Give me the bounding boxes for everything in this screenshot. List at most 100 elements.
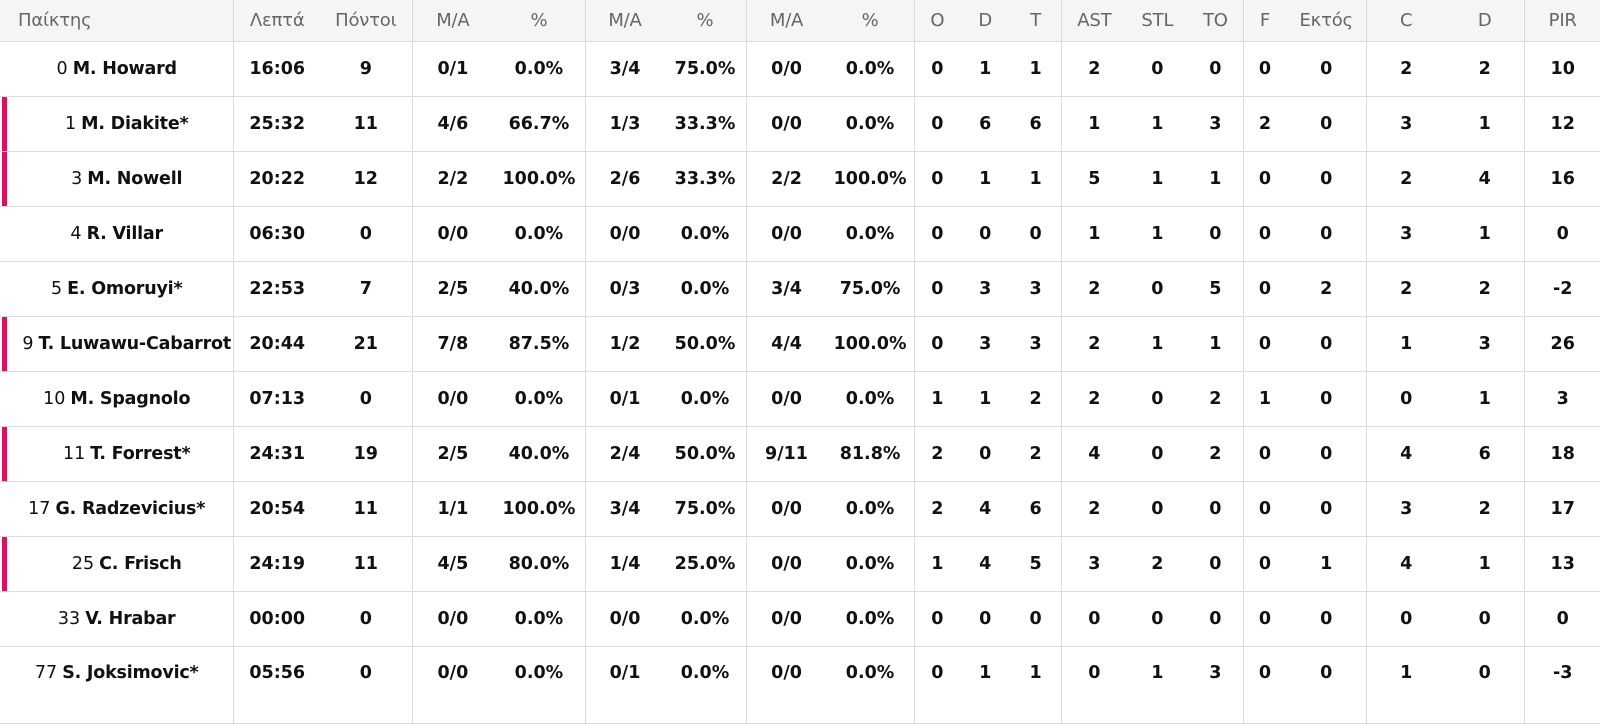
table-row[interactable]: 5 E. Omoruyi* 22:53 7 2/5 40.0% 0/3 0.0% 3/4 75.0… bbox=[0, 261, 1600, 317]
col-header-pir[interactable]: PIR bbox=[1524, 0, 1600, 42]
player-name-link[interactable]: T. Luwawu-Cabarrot bbox=[38, 334, 232, 354]
col-header-total-rebounds[interactable]: T bbox=[1010, 0, 1062, 42]
player-name-link[interactable]: S. Joksimovic* bbox=[62, 663, 199, 683]
cell-off-rebounds: 0 bbox=[914, 41, 960, 97]
cell-fg3-made-attempted: 1/4 bbox=[585, 536, 665, 592]
cell-blocks-c: 4 bbox=[1366, 426, 1445, 482]
cell-fg3-made-attempted: 0/0 bbox=[585, 591, 665, 647]
col-header-off-rebounds[interactable]: O bbox=[914, 0, 960, 42]
col-header-ft-made-attempted[interactable]: Μ/Α bbox=[746, 0, 827, 42]
cell-turnovers: 3 bbox=[1187, 646, 1244, 724]
cell-fouls: 0 bbox=[1243, 206, 1286, 262]
table-row[interactable]: 4 R. Villar 06:30 0 0/0 0.0% 0/0 0.0% 0/0 0.0% 0 0 0… bbox=[0, 206, 1600, 262]
player-name-link[interactable]: T. Forrest* bbox=[90, 444, 191, 464]
cell-turnovers: 2 bbox=[1187, 426, 1244, 482]
cell-minutes: 20:44 bbox=[233, 316, 320, 372]
cell-blocks-c: 4 bbox=[1366, 536, 1445, 592]
col-header-minutes[interactable]: Λεπτά bbox=[233, 0, 320, 42]
table-row[interactable]: 1 M. Diakite* 25:32 11 4/6 66.7% 1/3 33.3% 0/0 0.… bbox=[0, 96, 1600, 152]
cell-turnovers: 1 bbox=[1187, 151, 1244, 207]
player-name-link[interactable]: M. Nowell bbox=[87, 169, 183, 189]
cell-total-rebounds: 0 bbox=[1010, 206, 1062, 262]
col-header-def-rebounds[interactable]: D bbox=[959, 0, 1011, 42]
table-row[interactable]: 11 T. Forrest* 24:31 19 2/5 40.0% 2/4 50.0% 9/11… bbox=[0, 426, 1600, 482]
cell-minutes: 20:22 bbox=[233, 151, 320, 207]
cell-pir: 0 bbox=[1524, 591, 1600, 647]
cell-turnovers: 0 bbox=[1187, 206, 1244, 262]
cell-blocks-c: 1 bbox=[1366, 316, 1445, 372]
cell-fouls-drawn: 1 bbox=[1285, 536, 1368, 592]
player-name-link[interactable]: M. Spagnolo bbox=[70, 389, 191, 409]
player-number: 4 bbox=[70, 224, 82, 244]
col-header-ft-pct[interactable]: % bbox=[826, 0, 915, 42]
cell-minutes: 24:31 bbox=[233, 426, 320, 482]
cell-fouls: 0 bbox=[1243, 151, 1286, 207]
player-name-link[interactable]: R. Villar bbox=[86, 224, 164, 244]
cell-def-rebounds: 6 bbox=[959, 96, 1011, 152]
cell-assists: 2 bbox=[1061, 371, 1127, 427]
cell-total-rebounds: 1 bbox=[1010, 41, 1062, 97]
table-row[interactable]: 0 M. Howard 16:06 9 0/1 0.0% 3/4 75.0% 0/0 0.0% 0 1… bbox=[0, 41, 1600, 97]
cell-ft-made-attempted: 0/0 bbox=[746, 206, 827, 262]
table-row[interactable]: 17 G. Radzevicius* 20:54 11 1/1 100.0% 3/4 75.0… bbox=[0, 481, 1600, 537]
cell-assists: 5 bbox=[1061, 151, 1127, 207]
cell-minutes: 05:56 bbox=[233, 646, 320, 724]
col-header-fg3-pct[interactable]: % bbox=[664, 0, 747, 42]
table-row[interactable]: 33 V. Hrabar 00:00 0 0/0 0.0% 0/0 0.0% 0/0 0.0% 0 0… bbox=[0, 591, 1600, 647]
cell-fg3-made-attempted: 0/3 bbox=[585, 261, 665, 317]
cell-points: 9 bbox=[319, 41, 413, 97]
col-header-blocks-d[interactable]: D bbox=[1444, 0, 1526, 42]
player-name-link[interactable]: G. Radzevicius* bbox=[55, 499, 206, 519]
cell-pir: 17 bbox=[1524, 481, 1600, 537]
cell-def-rebounds: 0 bbox=[959, 426, 1011, 482]
player-name-link[interactable]: E. Omoruyi* bbox=[67, 279, 183, 299]
player-number: 0 bbox=[56, 59, 68, 79]
table-row[interactable]: 9 T. Luwawu-Cabarrot 20:44 21 7/8 87.5% 1/2 50.… bbox=[0, 316, 1600, 372]
cell-fg3-made-attempted: 1/2 bbox=[585, 316, 665, 372]
cell-assists: 0 bbox=[1061, 646, 1127, 724]
cell-ft-pct: 0.0% bbox=[826, 41, 915, 97]
cell-off-rebounds: 0 bbox=[914, 261, 960, 317]
cell-turnovers: 5 bbox=[1187, 261, 1244, 317]
cell-steals: 0 bbox=[1126, 481, 1188, 537]
col-header-points[interactable]: Πόντοι bbox=[319, 0, 413, 42]
cell-fg3-pct: 0.0% bbox=[664, 261, 747, 317]
player-name-link[interactable]: C. Frisch bbox=[99, 554, 182, 574]
col-header-fouls[interactable]: F bbox=[1243, 0, 1286, 42]
cell-assists: 4 bbox=[1061, 426, 1127, 482]
col-header-fg2-made-attempted[interactable]: Μ/Α bbox=[412, 0, 494, 42]
cell-fg2-pct: 0.0% bbox=[493, 371, 586, 427]
cell-ft-pct: 75.0% bbox=[826, 261, 915, 317]
cell-player: 11 T. Forrest* bbox=[0, 426, 235, 482]
player-name-link[interactable]: M. Diakite* bbox=[81, 114, 189, 134]
col-header-steals[interactable]: STL bbox=[1126, 0, 1188, 42]
cell-ft-pct: 0.0% bbox=[826, 371, 915, 427]
cell-points: 0 bbox=[319, 206, 413, 262]
col-header-turnovers[interactable]: TO bbox=[1187, 0, 1244, 42]
col-header-blocks-c[interactable]: C bbox=[1366, 0, 1445, 42]
table-row[interactable]: 10 M. Spagnolo 07:13 0 0/0 0.0% 0/1 0.0% 0/0 0.0%… bbox=[0, 371, 1600, 427]
col-header-fg2-pct[interactable]: % bbox=[493, 0, 586, 42]
cell-blocks-d: 1 bbox=[1444, 206, 1526, 262]
table-row[interactable]: 3 M. Nowell 20:22 12 2/2 100.0% 2/6 33.3% 2/2 100… bbox=[0, 151, 1600, 207]
table-row[interactable]: 25 C. Frisch 24:19 11 4/5 80.0% 1/4 25.0% 0/0 0.0… bbox=[0, 536, 1600, 592]
cell-ft-made-attempted: 0/0 bbox=[746, 371, 827, 427]
cell-off-rebounds: 2 bbox=[914, 426, 960, 482]
player-number: 33 bbox=[57, 609, 81, 629]
cell-off-rebounds: 0 bbox=[914, 151, 960, 207]
cell-fouls: 0 bbox=[1243, 536, 1286, 592]
cell-fg3-made-attempted: 3/4 bbox=[585, 41, 665, 97]
col-header-player[interactable]: Παίκτης bbox=[0, 0, 235, 42]
player-name-link[interactable]: M. Howard bbox=[72, 59, 177, 79]
cell-ft-made-attempted: 4/4 bbox=[746, 316, 827, 372]
col-header-fouls-drawn[interactable]: Εκτός bbox=[1285, 0, 1368, 42]
cell-fouls-drawn: 0 bbox=[1285, 96, 1368, 152]
table-row[interactable]: 77 S. Joksimovic* 05:56 0 0/0 0.0% 0/1 0.0% 0/0 0… bbox=[0, 646, 1600, 724]
col-header-fg3-made-attempted[interactable]: Μ/Α bbox=[585, 0, 665, 42]
cell-fouls-drawn: 0 bbox=[1285, 41, 1368, 97]
cell-fg3-pct: 50.0% bbox=[664, 316, 747, 372]
player-name-link[interactable]: V. Hrabar bbox=[85, 609, 176, 629]
cell-def-rebounds: 3 bbox=[959, 261, 1011, 317]
col-header-assists[interactable]: AST bbox=[1061, 0, 1127, 42]
cell-blocks-c: 3 bbox=[1366, 206, 1445, 262]
